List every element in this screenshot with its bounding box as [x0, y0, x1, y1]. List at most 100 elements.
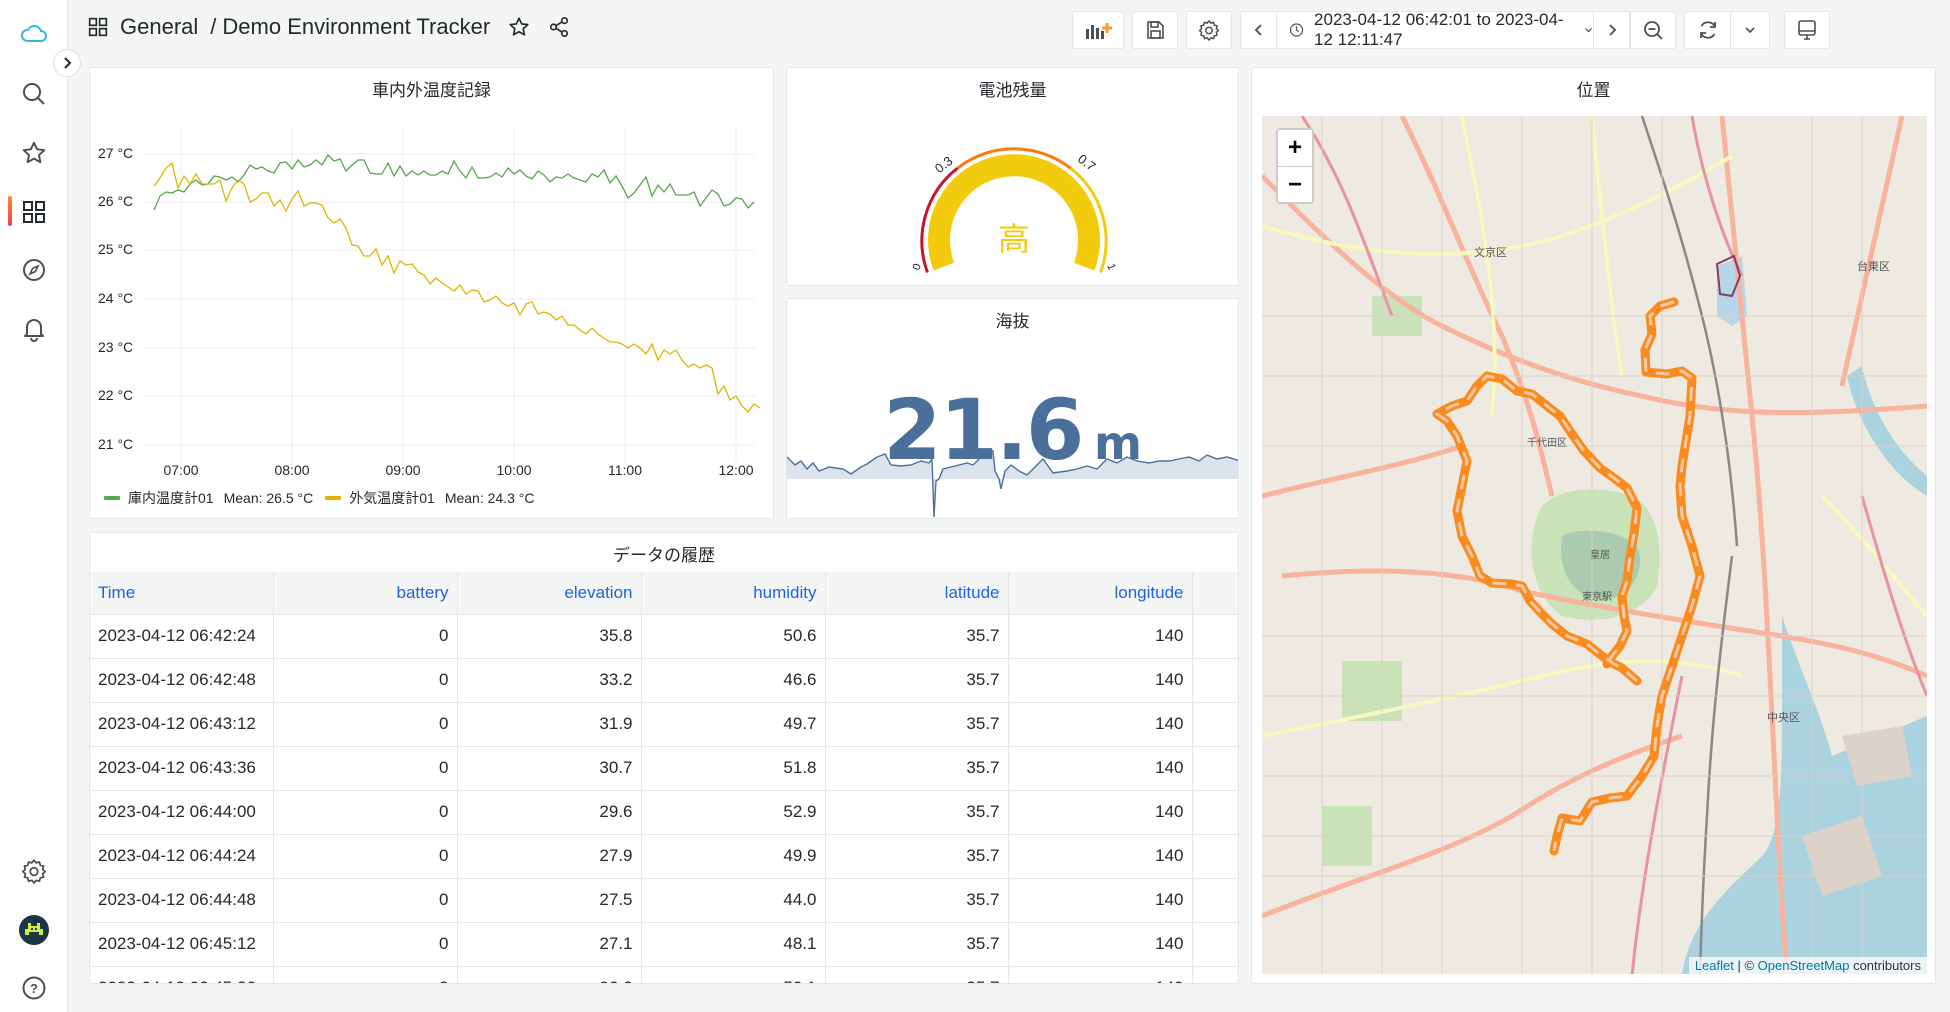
column-header-battery[interactable]: battery	[273, 572, 458, 614]
svg-text:?: ?	[30, 981, 38, 996]
table-row: 2023-04-12 06:43:12 0 31.9 49.7 35.7 140	[90, 701, 1238, 746]
cell-battery: 0	[273, 701, 458, 746]
map-tiles: 文京区 台東区 東京駅 中央区 皇居 千代田区	[1262, 116, 1927, 974]
panel-title: 海抜	[995, 312, 1030, 331]
map-view[interactable]: 文京区 台東区 東京駅 中央区 皇居 千代田区 + − Leaflet | © …	[1262, 116, 1927, 974]
cell-longitude: 140	[1008, 833, 1193, 878]
compass-icon[interactable]	[18, 254, 50, 286]
top-bar: General / Demo Environment Tracker 2023-…	[68, 0, 1950, 62]
svg-text:0: 0	[911, 262, 924, 272]
cell-latitude: 35.7	[825, 745, 1009, 790]
panel-title: 位置	[1576, 81, 1611, 100]
map-panel: 位置	[1251, 67, 1936, 984]
cell-extra	[1192, 965, 1238, 983]
map-zoom-control: + −	[1276, 128, 1314, 204]
svg-text:文京区: 文京区	[1474, 245, 1507, 259]
bell-icon[interactable]	[18, 313, 50, 345]
legend-mean-inside: Mean: 26.5 °C	[223, 490, 314, 506]
stat-value: 21.6	[883, 381, 1084, 479]
breadcrumb-folder[interactable]: General	[120, 14, 199, 39]
dashboard-title[interactable]: Demo Environment Tracker	[222, 14, 491, 39]
cell-time: 2023-04-12 06:44:24	[90, 833, 274, 878]
help-icon[interactable]: ?	[18, 972, 50, 1004]
x-tick: 11:00	[608, 462, 642, 478]
column-header-longitude[interactable]: longitude	[1008, 572, 1193, 614]
save-dashboard-button[interactable]	[1132, 11, 1178, 49]
breadcrumb: General / Demo Environment Tracker	[88, 14, 570, 40]
table-row: 2023-04-12 06:44:00 0 29.6 52.9 35.7 140	[90, 789, 1238, 834]
cell-time: 2023-04-12 06:45:12	[90, 921, 274, 966]
cell-elevation: 27.5	[457, 877, 642, 922]
star-icon[interactable]	[508, 16, 530, 38]
column-header-time[interactable]: Time	[90, 572, 274, 614]
cell-humidity: 52.1	[641, 965, 826, 983]
cell-latitude: 35.7	[825, 789, 1009, 834]
add-panel-button[interactable]	[1072, 11, 1124, 49]
cell-time: 2023-04-12 06:43:36	[90, 745, 274, 790]
time-range-picker[interactable]: 2023-04-12 06:42:01 to 2023-04-12 12:11:…	[1276, 10, 1594, 49]
leaflet-link[interactable]: Leaflet	[1694, 958, 1734, 973]
cell-time: 2023-04-12 06:42:24	[90, 613, 274, 658]
stat-value-wrap: 21.6 m	[787, 381, 1238, 479]
cell-latitude: 35.7	[825, 877, 1009, 922]
dashboard-settings-button[interactable]	[1186, 11, 1232, 49]
cell-latitude: 35.7	[825, 965, 1009, 983]
view-mode-button[interactable]	[1784, 11, 1830, 49]
stat-unit: m	[1093, 416, 1142, 470]
chart-legend: 庫内温度計01 Mean: 26.5 °C 外気温度計01 Mean: 24.3…	[104, 488, 546, 508]
save-icon	[1147, 21, 1164, 39]
cell-time: 2023-04-12 06:44:00	[90, 789, 274, 834]
legend-item-outside[interactable]: 外気温度計01	[349, 490, 435, 506]
column-header-latitude[interactable]: latitude	[825, 572, 1009, 614]
cell-extra	[1192, 701, 1238, 746]
cell-humidity: 48.1	[641, 921, 826, 966]
time-shift-back-button[interactable]	[1240, 11, 1276, 49]
zoom-out-time-button[interactable]	[1630, 11, 1676, 49]
active-indicator	[8, 196, 12, 226]
cell-extra	[1192, 613, 1238, 658]
cell-elevation: 27.9	[457, 833, 642, 878]
gear-icon	[1198, 20, 1220, 41]
cell-time: 2023-04-12 06:42:48	[90, 657, 274, 702]
zoom-out-button[interactable]: −	[1278, 166, 1312, 202]
x-tick: 07:00	[163, 462, 199, 478]
refresh-icon	[1699, 21, 1716, 39]
table-row: 2023-04-12 06:42:48 0 33.2 46.6 35.7 140	[90, 657, 1238, 702]
cell-longitude: 140	[1008, 745, 1193, 790]
y-tick: 26 °C	[98, 193, 134, 209]
column-header-elevation[interactable]: elevation	[457, 572, 642, 614]
y-tick: 24 °C	[98, 290, 134, 306]
chevron-down-icon	[1585, 28, 1592, 33]
temperature-chart[interactable]	[90, 68, 774, 519]
add-panel-icon	[1086, 23, 1112, 39]
monitor-icon	[1798, 20, 1816, 40]
cell-battery: 0	[273, 657, 458, 702]
legend-item-inside[interactable]: 庫内温度計01	[128, 490, 214, 506]
cell-time: 2023-04-12 06:43:12	[90, 701, 274, 746]
osm-link[interactable]: OpenStreetMap	[1757, 958, 1850, 973]
table-row: 2023-04-12 06:44:24 0 27.9 49.9 35.7 140	[90, 833, 1238, 878]
cell-extra	[1192, 745, 1238, 790]
cell-extra	[1192, 657, 1238, 702]
zoom-in-button[interactable]: +	[1287, 134, 1302, 161]
expand-sidebar-button[interactable]	[53, 49, 81, 77]
gauge-value: 高	[998, 220, 1030, 258]
search-icon[interactable]	[18, 78, 50, 110]
column-header-humidity[interactable]: humidity	[641, 572, 826, 614]
refresh-button[interactable]	[1684, 11, 1730, 49]
share-icon[interactable]	[548, 16, 570, 38]
star-icon[interactable]	[18, 137, 50, 169]
y-tick: 27 °C	[98, 145, 134, 161]
legend-swatch-inside	[104, 496, 120, 500]
sidebar: ?	[0, 0, 68, 1012]
gear-icon[interactable]	[18, 855, 50, 887]
x-tick: 08:00	[274, 462, 310, 478]
cell-longitude: 140	[1008, 921, 1193, 966]
avatar[interactable]	[18, 914, 50, 946]
cell-battery: 0	[273, 613, 458, 658]
cloud-logo[interactable]	[18, 18, 50, 50]
time-shift-forward-button[interactable]	[1594, 11, 1630, 49]
cell-battery: 0	[273, 745, 458, 790]
refresh-interval-dropdown[interactable]	[1730, 11, 1770, 49]
dashboards-icon[interactable]	[18, 196, 50, 228]
